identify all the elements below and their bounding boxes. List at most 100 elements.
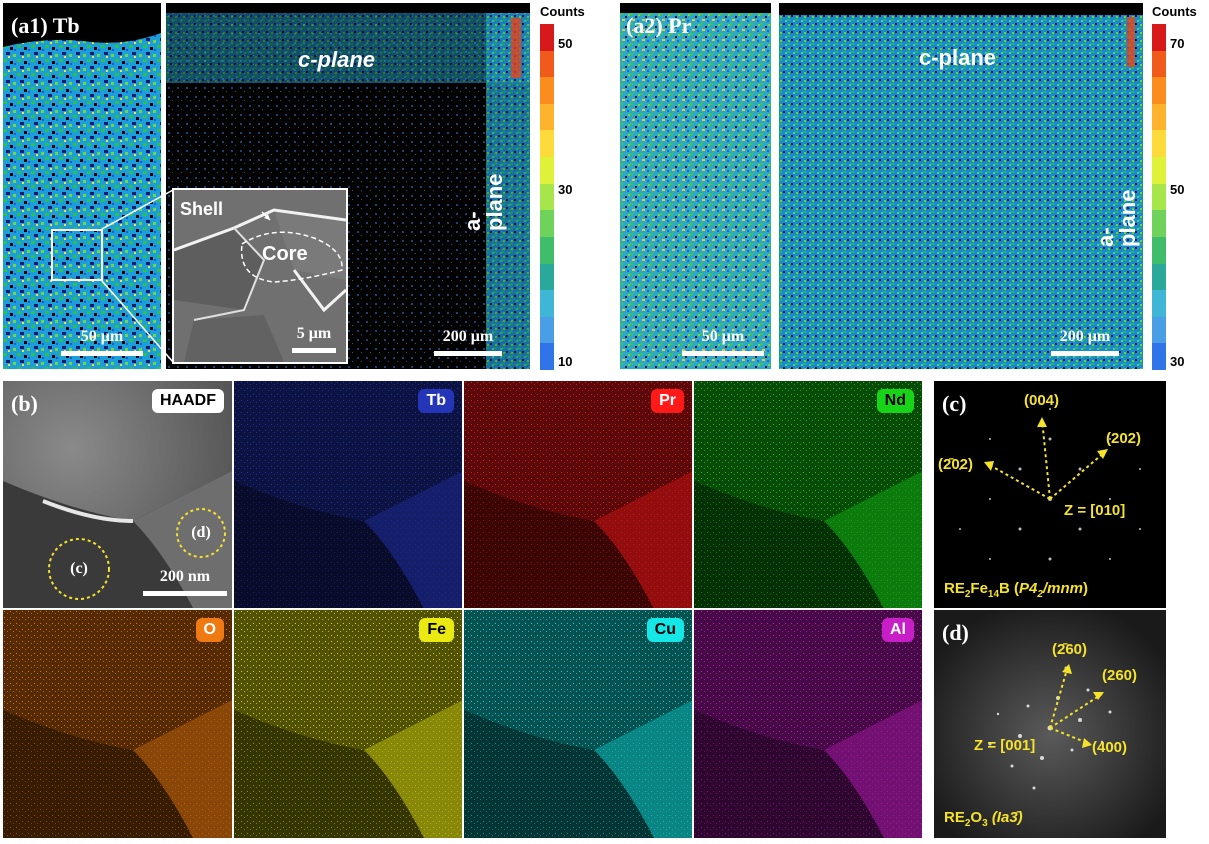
a2-overview-map: c-plane a-plane 200 μm [779,3,1143,369]
c-plane-label: c-plane [919,45,997,70]
colorbar-tick: 50 [1170,182,1185,197]
colorbar-segment [1152,130,1166,158]
c-plane-label: c-plane [298,47,376,72]
panel-label-a2: (a2) Pr [626,13,692,38]
marker-d: (d) [191,524,211,541]
phase-label: RE2Fe14B (P42/mnm) [944,581,1088,600]
colorbar-segment [1152,183,1166,211]
zoom-region-box [51,229,103,281]
spot-label: (202) [1106,430,1142,447]
eds-map-cu: Cu [464,610,692,838]
haadf-badge: HAADF [152,389,224,413]
colorbar-segment [540,236,554,265]
colorbar-segment [540,103,554,131]
colorbar-segment [1152,157,1166,185]
scale-label-a2-zoom: 50 μm [701,328,745,345]
haadf-image: (b) HAADF (c) (d) 200 nm [3,381,232,608]
colorbar-segment [1152,316,1166,344]
eds-map-fe: Fe [234,610,462,838]
scale-bar [434,351,502,356]
eds-map-al: Al [694,610,922,838]
colorbar-title: Counts [540,4,585,19]
colorbar-segment [1152,77,1166,105]
phase-sub: 2 [964,818,971,829]
spot-label: (004) [1024,392,1060,409]
panel-label-c: (c) [942,391,967,416]
scale-bar [682,351,764,356]
scale-label-inset: 5 μm [296,325,332,342]
diffraction-spots [959,408,1141,561]
panel-label-d: (d) [942,620,969,645]
phase-mid: Fe [970,580,988,597]
colorbar-tick: 10 [558,354,573,369]
a1-colorbar [540,24,554,371]
element-badge: Cu [646,618,684,642]
colorbar-tick: 70 [1170,36,1185,51]
scale-bar [143,591,227,596]
scale-label-a1-overview: 200 μm [442,328,494,345]
spot-label: (260) [1102,667,1138,684]
space-group: P42/mnm [1019,580,1083,600]
eds-map-nd: Nd [694,381,922,608]
zone-axis-label: Z = [010] [1064,502,1126,519]
colorbar-segment [1152,24,1166,52]
colorbar-segment [540,316,554,344]
element-badge: Al [882,618,914,642]
a1-zoom-map: (a1) Tb 50 μm [3,3,161,369]
scale-label-b: 200 nm [159,568,211,585]
phase-sub: 14 [987,589,1000,600]
element-badge: Fe [419,618,454,642]
colorbar-segment [1152,236,1166,265]
colorbar-segment [540,24,554,52]
colorbar-segment [540,157,554,185]
colorbar-segment [540,263,554,291]
phase-sub: 3 [982,818,988,829]
spot-label: (2̄60) [1052,641,1088,658]
phase-prefix: RE [944,809,965,826]
element-badge: O [195,618,224,642]
phase-mid: O [970,809,983,826]
scale-bar [292,348,336,353]
eds-map-pr: Pr [464,381,692,608]
phase-prefix: RE [944,580,965,597]
eds-map-tb: Tb [234,381,462,608]
colorbar-title: Counts [1152,4,1197,19]
colorbar-segment [1152,103,1166,131]
colorbar-segment [1152,290,1166,318]
space-group: (Ia3̄) [991,809,1023,826]
scale-label-a2-overview: 200 μm [1059,328,1111,345]
colorbar-tick: 30 [558,182,573,197]
phase-close: ) [1082,580,1088,597]
scale-label-a1-zoom: 50 μm [80,328,124,345]
zone-axis-label: Z = [001] [974,737,1036,754]
panel-label-b: (b) [11,391,38,416]
element-badge: Tb [418,389,454,413]
inset-shell-label: Shell [180,199,224,219]
colorbar-tick: 30 [1170,354,1185,369]
colorbar-segment [1152,210,1166,238]
spot-label: (2̄02) [938,456,974,473]
phase-b: B ( [999,580,1020,597]
element-badge: Nd [876,389,914,413]
scale-bar [61,351,143,356]
colorbar-segment [540,50,554,78]
fft-spots [934,610,1166,838]
phase-label: RE2O3 (Ia3̄) [944,810,1023,829]
colorbar-segment [1152,343,1166,371]
spot-label: (400) [1092,739,1128,756]
inset-sem-image: Shell Core 5 μm [172,188,348,364]
panel-label-a1: (a1) Tb [11,13,80,38]
colorbar-segment [540,77,554,105]
scale-bar [1051,351,1119,356]
colorbar-segment [540,210,554,238]
inset-core-label: Core [262,243,308,265]
colorbar-segment [540,290,554,318]
a-plane-label: a-plane [1093,189,1140,247]
a2-zoom-map: (a2) Pr 50 μm [620,3,771,369]
element-badge: Pr [651,389,684,413]
colorbar-segment [540,343,554,371]
phase-sub: 2 [964,589,971,600]
marker-c: (c) [70,560,88,577]
colorbar-segment [1152,263,1166,291]
colorbar-segment [1152,50,1166,78]
